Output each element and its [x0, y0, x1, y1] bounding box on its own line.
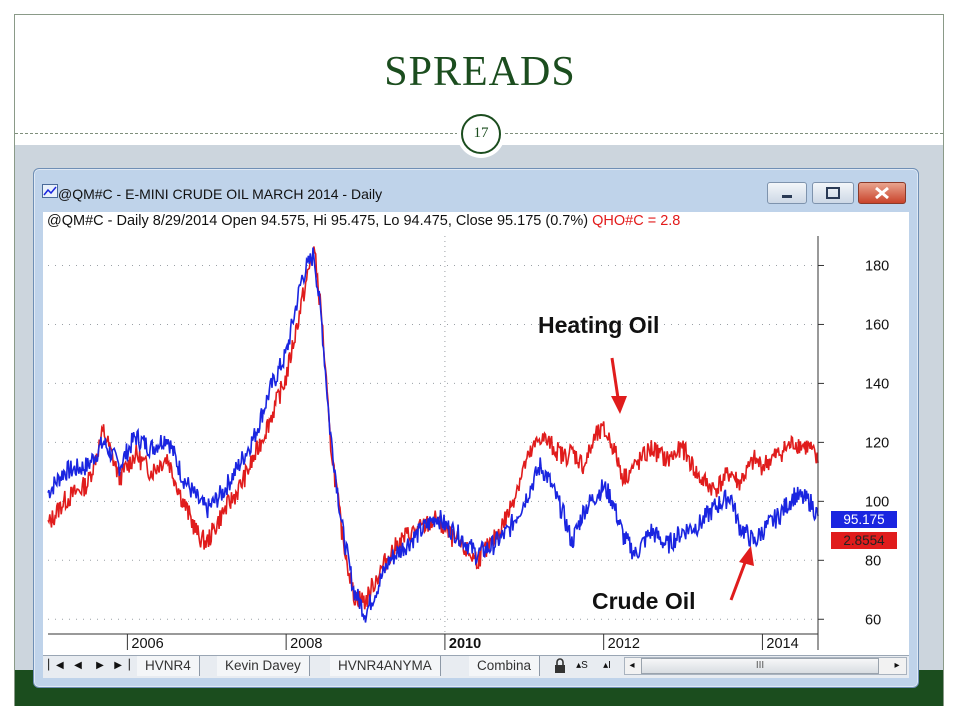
slide-title: SPREADS	[384, 49, 576, 95]
scroll-left-icon[interactable]: ◂	[629, 660, 635, 671]
scroll-thumb[interactable]: III	[641, 658, 879, 674]
minimize-button[interactable]	[767, 182, 807, 204]
grid-layer	[48, 236, 818, 634]
ytick-label: 140	[865, 376, 889, 392]
next-page-button[interactable]: ▶	[96, 660, 104, 671]
lock-icon[interactable]	[553, 658, 567, 674]
maximize-icon	[826, 187, 840, 199]
tab-hvnr4[interactable]: HVNR4	[137, 656, 200, 676]
maximize-button[interactable]	[812, 182, 854, 204]
tab-hvnr4anyma[interactable]: HVNR4ANYMA	[330, 656, 441, 676]
info-text: @QM#C - Daily 8/29/2014 Open 94.575, Hi …	[47, 213, 589, 229]
window-title: @QM#C - E-MINI CRUDE OIL MARCH 2014 - Da…	[58, 186, 383, 202]
tab-combina[interactable]: Combina	[469, 656, 541, 676]
info-secondary: QHO#C = 2.8	[592, 213, 681, 229]
axis-layer: 180 160 140 120 100 80 60 2006 2008 2010 2012 2014	[48, 236, 889, 652]
info-line: @QM#C - Daily 8/29/2014 Open 94.575, Hi …	[47, 213, 680, 229]
ytick-label: 80	[865, 553, 881, 569]
xtick-label: 2012	[608, 636, 640, 652]
heating-oil-arrow	[610, 357, 627, 414]
xtick-label: 2014	[766, 636, 798, 652]
chart-window-icon	[42, 184, 58, 198]
series-layer	[47, 246, 819, 623]
xtick-label: 2006	[131, 636, 163, 652]
ytick-label: 60	[865, 612, 881, 628]
scale-i-button[interactable]: ▴I	[603, 660, 611, 671]
close-icon	[875, 186, 889, 200]
scale-s-button[interactable]: ▴S	[576, 660, 588, 671]
xtick-label: 2008	[290, 636, 322, 652]
page-number: 17	[461, 114, 501, 154]
plot-area	[43, 212, 909, 656]
ytick-label: 160	[865, 317, 889, 333]
minimize-icon	[782, 195, 792, 198]
xtick-label: 2010	[449, 636, 481, 652]
close-button[interactable]	[858, 182, 906, 204]
last-page-button[interactable]: ▶▕	[114, 660, 130, 671]
ytick-label: 180	[865, 258, 889, 274]
series-line-crude	[47, 247, 819, 623]
crude-price-tag: 95.175	[831, 511, 897, 528]
crude-oil-label: Crude Oil	[592, 588, 696, 614]
ytick-label: 100	[865, 494, 889, 510]
tab-kevin-davey[interactable]: Kevin Davey	[217, 656, 310, 676]
ytick-label: 120	[865, 435, 889, 451]
crude-oil-arrow	[729, 546, 754, 601]
heating-oil-label: Heating Oil	[538, 312, 660, 338]
prev-page-button[interactable]: ◀	[74, 660, 82, 671]
scroll-right-icon[interactable]: ▸	[894, 660, 900, 671]
heating-price-tag: 2.8554	[831, 532, 897, 549]
first-page-button[interactable]: ▏◀	[48, 660, 64, 671]
